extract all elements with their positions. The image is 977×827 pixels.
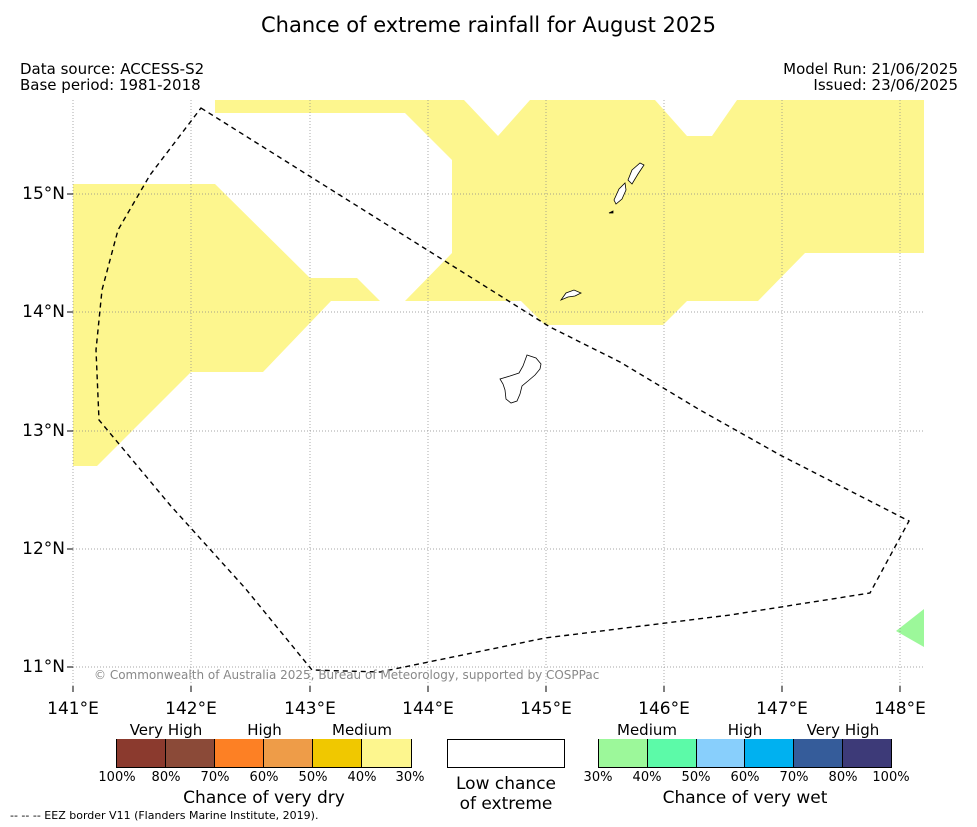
map-grid <box>72 100 924 686</box>
dry-cat-high: High <box>247 721 282 739</box>
lon-label-141e: 141°E <box>47 699 99 719</box>
axis-ticks <box>67 193 901 692</box>
lat-label-11n: 11°N <box>22 657 65 677</box>
aguijan-island <box>608 210 614 214</box>
dry-tick-60: 60% <box>249 770 279 785</box>
low-chance-label-line2: of extreme <box>459 794 553 814</box>
dry-swatch-30-40 <box>362 739 411 767</box>
dry-swatch-80-100 <box>117 739 166 767</box>
lon-label-143e: 143°E <box>284 699 336 719</box>
wet-legend-title: Chance of very wet <box>662 788 828 808</box>
wet-region-east <box>896 609 924 647</box>
saipan-island <box>627 162 645 185</box>
wet-swatch-80-100 <box>843 739 891 767</box>
data-source-info: Data source: ACCESS-S2 Base period: 1981… <box>20 61 204 93</box>
issued-text: Issued: 23/06/2025 <box>813 76 958 94</box>
low-chance-label-line1: Low chance <box>456 774 556 794</box>
map-area <box>67 100 924 692</box>
eez-border-note: -- -- -- EEZ border V11 (Flanders Marine… <box>10 809 319 822</box>
lat-label-12n: 12°N <box>22 539 65 559</box>
lat-label-15n: 15°N <box>22 184 65 204</box>
copyright-notice: © Commonwealth of Australia 2025, Bureau… <box>94 668 600 682</box>
lon-label-148e: 148°E <box>874 699 926 719</box>
model-run-info: Model Run: 21/06/2025 Issued: 23/06/2025 <box>783 61 958 93</box>
wet-tick-100: 100% <box>872 770 910 785</box>
wet-tick-40: 40% <box>632 770 662 785</box>
dry-cat-very-high: Very High <box>129 721 203 739</box>
data-source-text: Data source: ACCESS-S2 <box>20 60 205 78</box>
dry-swatch-40-50 <box>313 739 362 767</box>
wet-cat-very-high: Very High <box>806 721 880 739</box>
dry-tick-50: 50% <box>298 770 328 785</box>
dry-cat-medium: Medium <box>332 721 392 739</box>
model-run-text: Model Run: 21/06/2025 <box>783 60 958 78</box>
lon-label-144e: 144°E <box>402 699 454 719</box>
dry-legend-title: Chance of very dry <box>183 788 345 808</box>
chart-title: Chance of extreme rainfall for August 20… <box>261 13 716 37</box>
lon-label-142e: 142°E <box>165 699 217 719</box>
wet-tick-80: 80% <box>828 770 858 785</box>
rota-island <box>559 289 582 301</box>
lat-label-14n: 14°N <box>22 302 65 322</box>
dry-tick-30: 30% <box>395 770 425 785</box>
wet-swatch-30-40 <box>599 739 648 767</box>
dry-swatch-70-80 <box>166 739 215 767</box>
dry-tick-70: 70% <box>200 770 230 785</box>
wet-tick-60: 60% <box>730 770 760 785</box>
wet-tick-50: 50% <box>681 770 711 785</box>
dry-tick-80: 80% <box>151 770 181 785</box>
wet-swatch-70-80 <box>794 739 843 767</box>
base-period-text: Base period: 1981-2018 <box>20 76 201 94</box>
eez-border <box>95 107 910 673</box>
lon-label-147e: 147°E <box>756 699 808 719</box>
wet-swatch-40-50 <box>648 739 697 767</box>
dry-swatch-50-60 <box>264 739 313 767</box>
lon-label-146e: 146°E <box>638 699 690 719</box>
wet-tick-70: 70% <box>779 770 809 785</box>
lon-label-145e: 145°E <box>520 699 572 719</box>
dry-region-north <box>215 100 924 325</box>
dry-tick-40: 40% <box>347 770 377 785</box>
tinian-island <box>613 182 627 205</box>
wet-cat-high: High <box>727 721 763 739</box>
dry-swatch-60-70 <box>215 739 264 767</box>
wet-swatch-50-60 <box>697 739 745 767</box>
wet-swatch-60-70 <box>745 739 794 767</box>
wet-tick-30: 30% <box>583 770 613 785</box>
guam-island <box>499 354 542 404</box>
dry-tick-100: 100% <box>98 770 136 785</box>
dry-region-west <box>73 184 380 466</box>
wet-cat-medium: Medium <box>617 721 677 739</box>
low-chance-swatch <box>447 739 565 768</box>
lat-label-13n: 13°N <box>22 421 65 441</box>
